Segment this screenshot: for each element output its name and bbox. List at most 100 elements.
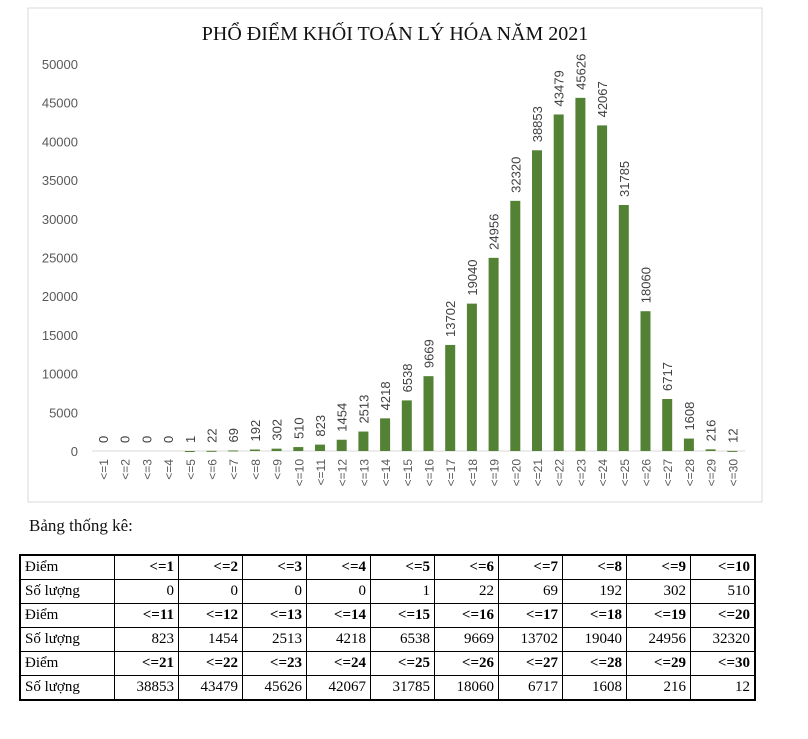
table-cell: 6538 [370, 627, 435, 652]
x-tick-label: <=4 [162, 459, 176, 480]
table-cell: <=11 [114, 603, 179, 628]
bar-value-label: 19040 [465, 259, 480, 295]
x-tick-label: <=29 [705, 459, 719, 487]
row-label: Số lượng [19, 627, 115, 652]
y-tick-label: 35000 [42, 173, 78, 188]
bar-value-label: 43479 [552, 70, 567, 106]
table-cell: 0 [306, 579, 371, 604]
x-tick-label: <=12 [336, 459, 350, 487]
y-tick-label: 40000 [42, 134, 78, 149]
bar-value-label: 0 [96, 436, 111, 443]
table-cell: <=2 [178, 554, 243, 580]
bar-value-label: 31785 [617, 161, 632, 197]
table-cell: <=13 [242, 603, 307, 628]
table-cell: <=7 [498, 554, 563, 580]
x-tick-label: <=1 [97, 459, 111, 480]
bar-value-label: 13702 [443, 301, 458, 337]
bar [336, 439, 347, 451]
table-cell: <=6 [434, 554, 499, 580]
bar-value-label: 216 [704, 420, 719, 442]
table-cell: 38853 [114, 675, 179, 701]
bar-value-label: 302 [270, 419, 285, 441]
bar-value-label: 12 [725, 428, 740, 442]
table-cell: <=4 [306, 554, 371, 580]
bar-value-label: 6717 [660, 362, 675, 391]
table-cell: <=9 [626, 554, 691, 580]
y-tick-label: 30000 [42, 212, 78, 227]
bar [488, 257, 499, 451]
table-cell: <=23 [242, 651, 307, 676]
table-row: Số lượng 823 1454 2513 4218 6538 9669 13702 1904… [19, 627, 756, 652]
table-row: Điểm <=21 <=22 <=23 <=24 <=25 <=26 <=27 <=28 <=29… [19, 651, 756, 676]
bar-value-label: 45626 [573, 54, 588, 90]
y-tick-label: 10000 [42, 367, 78, 382]
table-cell: <=17 [498, 603, 563, 628]
bar [423, 376, 434, 451]
x-tick-label: <=2 [119, 459, 133, 480]
row-label: Điểm [19, 554, 115, 580]
table-cell: <=20 [690, 603, 756, 628]
x-tick-label: <=22 [553, 459, 567, 487]
x-tick-label: <=10 [292, 459, 306, 487]
row-label: Số lượng [19, 675, 115, 701]
bar [532, 150, 542, 452]
table-caption: Bảng thống kê: [29, 516, 133, 535]
table-cell: 22 [434, 579, 499, 604]
table-cell: 216 [626, 675, 691, 701]
table-cell: 18060 [434, 675, 499, 701]
table-cell: 32320 [690, 627, 756, 652]
bar-value-label: 6538 [400, 363, 415, 392]
bar-value-label: 0 [118, 436, 133, 443]
bar [597, 125, 608, 451]
table-cell: 1454 [178, 627, 243, 652]
y-tick-label: 15000 [42, 328, 78, 343]
x-tick-label: <=23 [574, 459, 588, 487]
table-cell: 45626 [242, 675, 307, 701]
y-tick-label: 45000 [42, 96, 78, 111]
table-cell: <=19 [626, 603, 691, 628]
table-cell: 9669 [434, 627, 499, 652]
x-tick-label: <=25 [618, 459, 632, 487]
bar-value-label: 1608 [682, 402, 697, 431]
bar [510, 200, 521, 451]
y-tick-label: 25000 [42, 251, 78, 266]
bar [358, 431, 369, 451]
bar-value-label: 1 [183, 436, 198, 443]
bar [618, 204, 629, 451]
bar [683, 438, 694, 451]
x-tick-label: <=11 [314, 459, 328, 486]
bar [445, 344, 456, 451]
x-tick-label: <=30 [726, 459, 740, 487]
table-cell: 19040 [562, 627, 627, 652]
bar-value-label: 38853 [530, 106, 545, 142]
table-cell: <=3 [242, 554, 307, 580]
y-tick-label: 0 [71, 444, 78, 459]
table-cell: 0 [242, 579, 307, 604]
table-row: Điểm <=11 <=12 <=13 <=14 <=15 <=16 <=17 <=18 <=19… [19, 603, 756, 628]
table-cell: 1608 [562, 675, 627, 701]
bar [228, 450, 239, 452]
table-cell: <=16 [434, 603, 499, 628]
bar [727, 450, 738, 452]
table-cell: <=5 [370, 554, 435, 580]
x-tick-label: <=27 [661, 459, 675, 487]
x-tick-label: <=17 [444, 459, 458, 487]
x-tick-label: <=20 [509, 459, 523, 487]
x-tick-label: <=18 [466, 459, 480, 487]
table-cell: 42067 [306, 675, 371, 701]
table-cell: 0 [114, 579, 179, 604]
bar-value-label: 2513 [356, 395, 371, 424]
bar [206, 450, 217, 452]
bar [315, 444, 325, 451]
table-cell: <=8 [562, 554, 627, 580]
bar-value-label: 192 [248, 420, 263, 442]
x-tick-label: <=26 [640, 459, 654, 487]
y-tick-label: 50000 [42, 57, 78, 72]
table-cell: <=21 [114, 651, 179, 676]
table-row: Điểm <=1 <=2 <=3 <=4 <=5 <=6 <=7 <=8 <=9 <=10 [19, 554, 756, 580]
table-cell: <=1 [114, 554, 179, 580]
bar [640, 311, 651, 451]
x-tick-label: <=19 [488, 459, 502, 487]
table-cell: <=12 [178, 603, 243, 628]
table-cell: <=27 [498, 651, 563, 676]
